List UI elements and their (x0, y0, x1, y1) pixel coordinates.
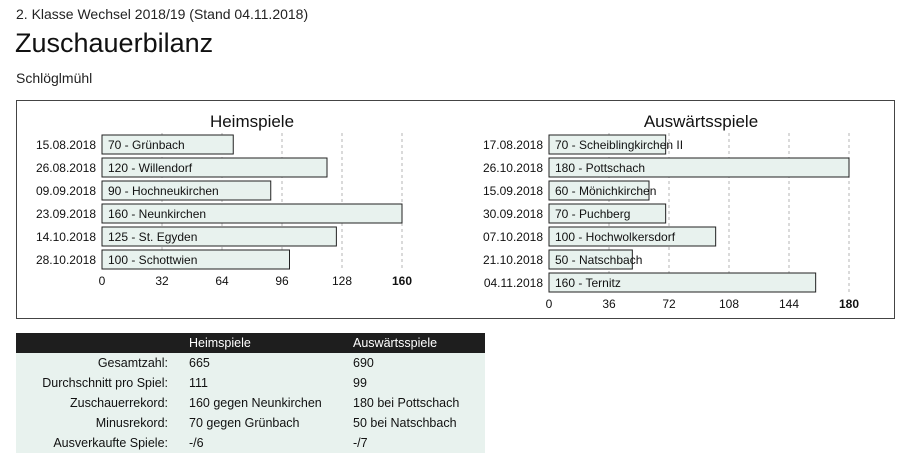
away-tick-label: 144 (779, 297, 799, 311)
stats-row-home: 160 gegen Neunkirchen (189, 396, 322, 410)
away-bar-label: 70 - Puchberg (555, 207, 630, 221)
away-tick-label: 36 (602, 297, 616, 311)
home-tick-label: 160 (392, 274, 412, 288)
stats-row-home: 70 gegen Grünbach (189, 416, 300, 430)
home-bar-label: 125 - St. Egyden (108, 230, 197, 244)
home-bar (101, 180, 272, 201)
away-tick-label: 108 (719, 297, 739, 311)
stats-row-home: -/6 (189, 436, 204, 450)
away-bar-label: 180 - Pottschach (555, 161, 645, 175)
stats-row-label: Durchschnitt pro Spiel: (42, 376, 168, 390)
league-subtitle: 2. Klasse Wechsel 2018/19 (Stand 04.11.2… (16, 6, 309, 22)
home-date-label: 09.09.2018 (36, 184, 96, 198)
home-tick-label: 128 (332, 274, 352, 288)
home-date-label: 14.10.2018 (36, 230, 96, 244)
team-name: Schlöglmühl (16, 70, 93, 86)
stats-row-away: -/7 (353, 436, 368, 450)
away-bar-label: 100 - Hochwolkersdorf (555, 230, 676, 244)
stats-row-away: 50 bei Natschbach (353, 416, 457, 430)
away-bar (548, 180, 650, 201)
stats-row-away: 180 bei Pottschach (353, 396, 460, 410)
table-row: Minusrekord: 70 gegen Grünbach 50 bei Na… (16, 413, 485, 433)
stats-header-label (16, 333, 180, 353)
home-date-label: 26.08.2018 (36, 161, 96, 175)
away-bar (548, 272, 817, 293)
away-bar (548, 249, 633, 270)
home-bar (101, 203, 403, 224)
stats-row-away: 690 (353, 356, 374, 370)
home-bar (101, 157, 328, 178)
page-title: Zuschauerbilanz (15, 28, 214, 58)
home-tick-label: 96 (275, 274, 289, 288)
away-date-label: 26.10.2018 (483, 161, 543, 175)
home-date-label: 23.09.2018 (36, 207, 96, 221)
away-date-label: 17.08.2018 (483, 138, 543, 152)
attendance-charts: 0 32 64 96 128 160 Heimspiele 15.08.2018 70 - Gr… (36, 112, 859, 311)
stats-row-label: Minusrekord: (95, 416, 168, 430)
home-bar (101, 134, 234, 155)
away-tick-label: 180 (839, 297, 859, 311)
table-row: Durchschnitt pro Spiel: 111 99 (16, 373, 485, 393)
stats-row-label: Gesamtzahl: (97, 356, 168, 370)
home-bar-label: 100 - Schottwien (108, 253, 197, 267)
stats-header-row: Heimspiele Auswärtsspiele (16, 333, 485, 353)
stats-header-away: Auswärtsspiele (353, 336, 438, 350)
stats-row-home: 111 (189, 376, 209, 390)
home-date-label: 15.08.2018 (36, 138, 96, 152)
home-date-label: 28.10.2018 (36, 253, 96, 267)
home-bar-label: 70 - Grünbach (108, 138, 185, 152)
home-bar (101, 249, 290, 270)
away-bar (548, 134, 667, 155)
away-date-label: 07.10.2018 (483, 230, 543, 244)
away-tick-label: 0 (546, 297, 553, 311)
away-bar-label: 50 - Natschbach (555, 253, 642, 267)
away-bar (548, 203, 667, 224)
away-bar (548, 226, 717, 247)
home-tick-label: 32 (155, 274, 169, 288)
away-chart-title: Auswärtsspiele (644, 112, 758, 131)
away-bar-label: 160 - Ternitz (555, 276, 621, 290)
home-chart-title: Heimspiele (210, 112, 294, 131)
home-tick-label: 0 (99, 274, 106, 288)
away-date-label: 15.09.2018 (483, 184, 543, 198)
attendance-charts-panel: 0 32 64 96 128 160 Heimspiele 15.08.2018 70 - Gr… (16, 100, 895, 319)
away-bar-label: 70 - Scheiblingkirchen II (555, 138, 683, 152)
attendance-stats-table: Heimspiele Auswärtsspiele Gesamtzahl: 66… (16, 333, 485, 453)
stats-row-label: Zuschauerrekord: (70, 396, 168, 410)
stats-row-home: 665 (189, 356, 210, 370)
home-bar (101, 226, 337, 247)
away-tick-label: 72 (662, 297, 676, 311)
away-date-label: 30.09.2018 (483, 207, 543, 221)
table-row: Zuschauerrekord: 160 gegen Neunkirchen 1… (16, 393, 485, 413)
table-row: Ausverkaufte Spiele: -/6 -/7 (16, 433, 485, 453)
stats-header-home: Heimspiele (189, 336, 251, 350)
home-bar-label: 120 - Willendorf (108, 161, 193, 175)
stats-row-label: Ausverkaufte Spiele: (53, 436, 168, 450)
away-date-label: 21.10.2018 (483, 253, 543, 267)
stats-row-away: 99 (353, 376, 367, 390)
home-tick-label: 64 (215, 274, 229, 288)
away-bar (548, 157, 850, 178)
table-row: Gesamtzahl: 665 690 (16, 353, 485, 373)
home-bar-label: 90 - Hochneukirchen (108, 184, 219, 198)
away-bar-label: 60 - Mönichkirchen (555, 184, 656, 198)
away-date-label: 04.11.2018 (484, 276, 543, 290)
home-bar-label: 160 - Neunkirchen (108, 207, 206, 221)
